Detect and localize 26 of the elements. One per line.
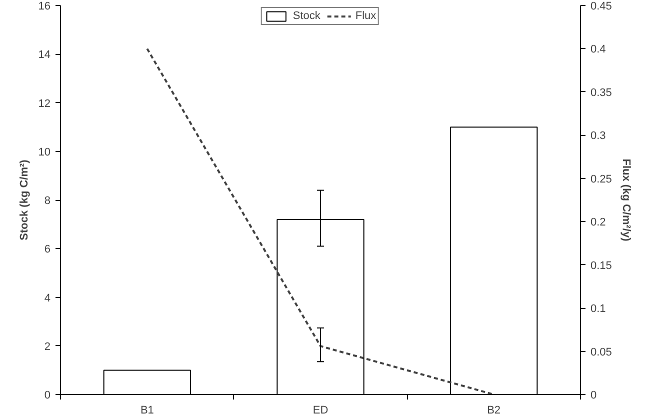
y2-tick-label: 0.35 (590, 86, 612, 99)
y-tick-label: 2 (44, 340, 51, 353)
y2-tick-label: 0.45 (590, 0, 612, 12)
legend-label: Flux (355, 10, 376, 22)
y2-tick-label: 0.15 (590, 260, 612, 272)
y2-tick-label: 0.4 (590, 44, 606, 56)
x-tick-label: B2 (487, 404, 501, 416)
y-tick-label: 14 (38, 49, 51, 62)
y-tick-label: 0 (44, 390, 51, 402)
x-tick-label: B1 (140, 404, 154, 416)
y-tick-label: 4 (44, 292, 51, 304)
y-tick-label: 12 (38, 98, 51, 110)
y2-tick-label: 0 (590, 390, 597, 402)
y2-axis-title: Flux (kg C/m²/y) (620, 158, 632, 242)
y-tick-label: 8 (44, 195, 51, 207)
legend-label: Stock (292, 10, 320, 22)
y2-tick-label: 0.1 (590, 303, 606, 316)
y2-tick-label: 0.25 (590, 173, 612, 186)
y-tick-label: 16 (38, 0, 51, 12)
y-tick-label: 6 (44, 244, 51, 256)
y-axis-title: Stock (kg C/m²) (18, 159, 30, 240)
x-tick-label: ED (312, 404, 328, 416)
y2-tick-label: 0.05 (590, 346, 612, 358)
y2-tick-label: 0.2 (590, 216, 606, 229)
y2-tick-label: 0.3 (590, 130, 606, 142)
y-tick-label: 10 (38, 146, 51, 158)
